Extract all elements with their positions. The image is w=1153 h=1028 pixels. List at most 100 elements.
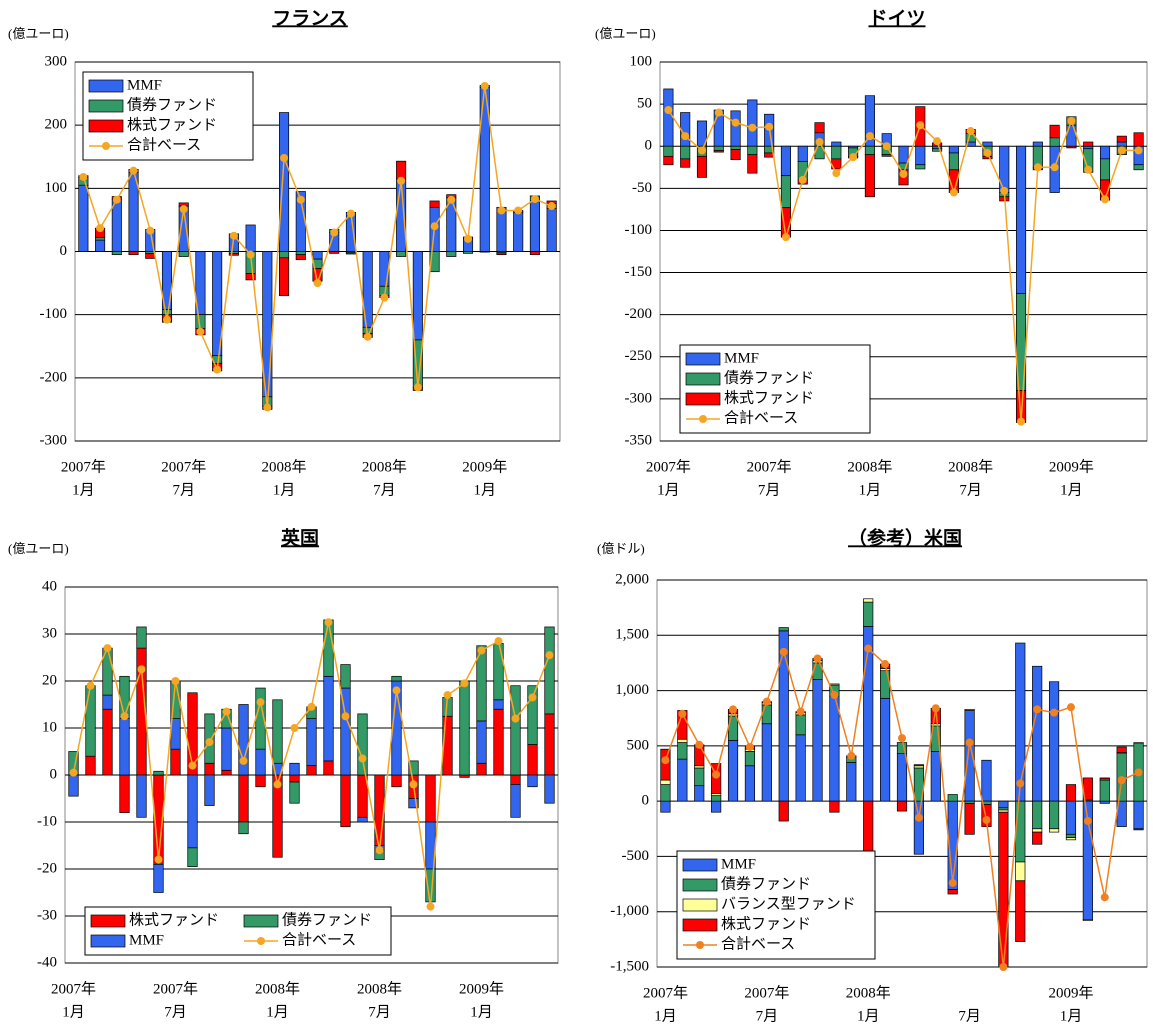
bar [408, 760, 419, 776]
bar [1032, 828, 1043, 833]
bar [396, 160, 407, 180]
bar [340, 774, 351, 828]
bar [238, 774, 249, 823]
x-tick-label: 7月 [756, 1008, 779, 1023]
y-tick-label: 0 [645, 138, 653, 154]
legend-label: MMF [721, 856, 756, 872]
bar [730, 110, 741, 147]
line-marker [179, 205, 188, 214]
y-tick-label: 40 [42, 578, 57, 594]
bar [255, 774, 266, 788]
bar [323, 619, 334, 677]
x-tick-label: 2007年 [51, 980, 96, 997]
line-marker [413, 383, 422, 392]
bar [896, 753, 908, 802]
bar [863, 800, 874, 852]
y-tick-label: 300 [45, 53, 68, 69]
x-tick-label: 1月 [72, 482, 95, 498]
line-marker [881, 660, 890, 669]
line-marker [1134, 768, 1143, 777]
line-marker [547, 202, 556, 211]
bar [1032, 800, 1043, 830]
bar [493, 708, 504, 776]
bar [510, 774, 521, 785]
bar [829, 695, 840, 802]
bar [864, 154, 875, 198]
line-marker [480, 82, 489, 91]
bar [694, 785, 705, 802]
line-marker [430, 222, 439, 231]
line-marker [477, 646, 486, 655]
bar [896, 800, 908, 812]
line-marker [205, 738, 214, 747]
bar [778, 800, 789, 822]
bar [880, 697, 891, 802]
bar [546, 208, 557, 252]
bar [727, 739, 739, 802]
x-tick-label: 7月 [164, 1004, 187, 1020]
bar [663, 145, 674, 157]
bar [964, 709, 975, 711]
bar [357, 774, 368, 818]
bar [462, 251, 474, 254]
bar [761, 704, 772, 725]
bar [915, 164, 926, 170]
y-tick-label: -250 [625, 348, 653, 364]
bar [680, 145, 691, 160]
bar [780, 175, 792, 209]
bar [295, 254, 306, 261]
x-tick-label: 7月 [368, 1004, 391, 1020]
legend-label: 合計ベース [282, 931, 356, 948]
bar [279, 112, 290, 252]
bar [915, 145, 926, 166]
bar [255, 748, 266, 776]
bar [136, 774, 147, 818]
y-tick-label: -40 [37, 954, 57, 970]
legend-symbol [90, 934, 126, 948]
line-marker [914, 813, 923, 822]
bar [1065, 784, 1077, 802]
bar [145, 253, 156, 259]
bar [829, 683, 840, 686]
bar [408, 798, 419, 809]
bar [279, 257, 290, 297]
bar [1015, 861, 1026, 882]
bar [913, 764, 924, 767]
legend-symbol [699, 415, 707, 423]
line-marker [222, 707, 231, 716]
line-marker [697, 146, 706, 155]
x-tick-label: 1月 [273, 482, 296, 498]
line-marker [86, 681, 95, 690]
bar [863, 598, 874, 603]
bar [1049, 137, 1060, 147]
legend-symbol [696, 941, 704, 949]
line-marker [1000, 186, 1009, 195]
bar [544, 774, 555, 804]
line-marker [443, 691, 452, 700]
bar [119, 718, 130, 776]
legend-label: 株式ファンド [127, 116, 217, 133]
x-tick-label: 2008年 [948, 458, 993, 475]
y-tick-label: 100 [630, 53, 653, 69]
legend-label: 債券ファンド [721, 875, 811, 892]
bar [1133, 828, 1144, 831]
line-marker [748, 123, 757, 132]
bar [947, 889, 958, 895]
line-marker [1083, 817, 1092, 826]
bar [680, 158, 691, 168]
bar [932, 145, 943, 150]
x-tick-label: 1月 [1060, 482, 1083, 498]
bar [981, 804, 992, 827]
bar [1015, 800, 1026, 863]
legend-symbol [102, 142, 110, 150]
bar [391, 774, 402, 788]
x-tick-label: 2007年 [61, 458, 106, 475]
line-marker [664, 106, 673, 115]
bar [778, 627, 789, 632]
line-marker [864, 644, 873, 653]
bar [153, 863, 164, 893]
y-tick-label: -300 [40, 432, 68, 448]
bar [529, 251, 540, 256]
line-marker [695, 740, 704, 749]
bar [102, 694, 113, 710]
